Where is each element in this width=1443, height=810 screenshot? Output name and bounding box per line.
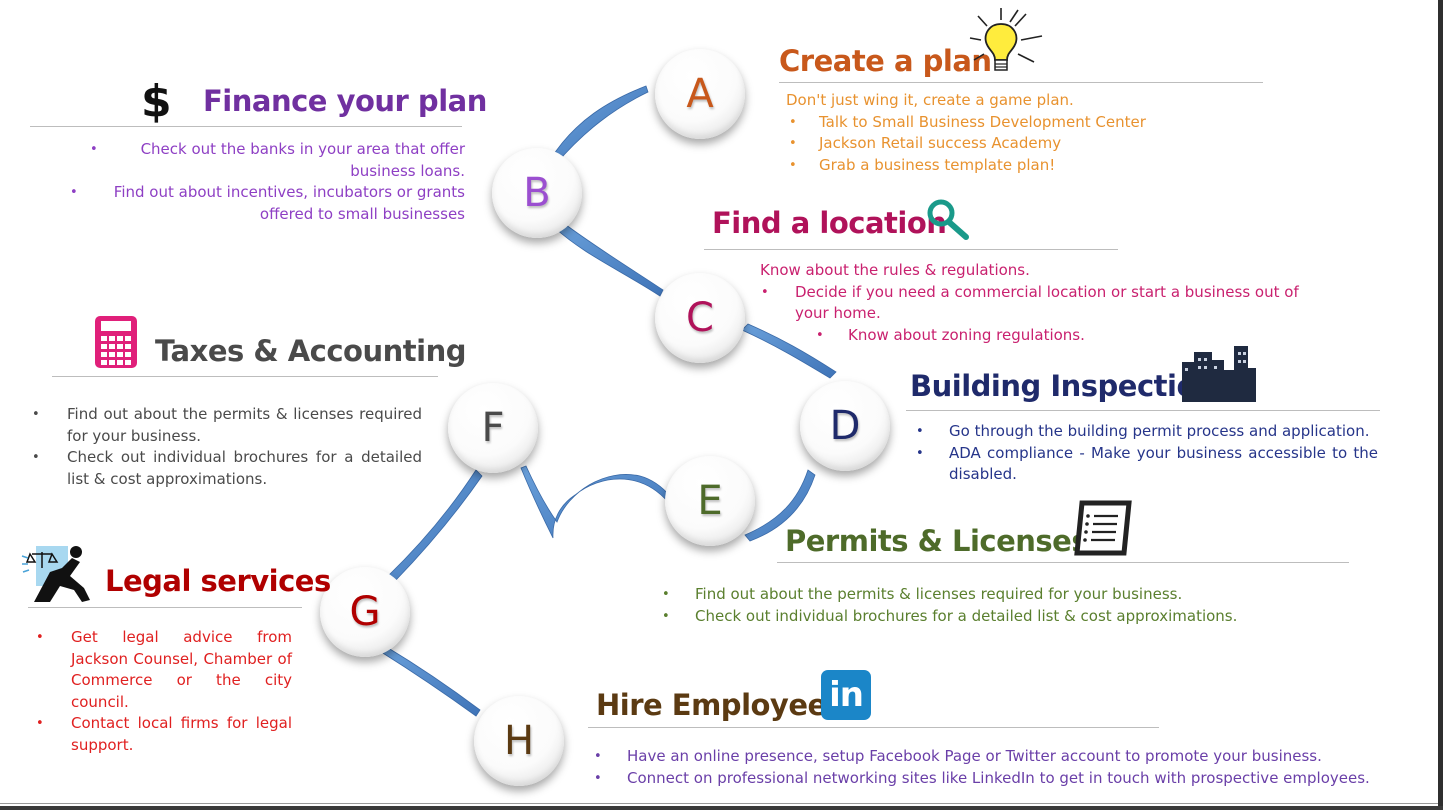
step-f-list: • Find out about the permits & licenses r…: [32, 404, 422, 490]
justice-figure-icon: [21, 546, 90, 602]
list-item: • Contact local firms for legal support.: [36, 714, 292, 754]
list-item: • Talk to Small Business Development Cent…: [789, 112, 1146, 131]
step-f-title: Taxes & Accounting: [155, 334, 466, 368]
list-item: • Check out individual brochures for a de…: [32, 448, 422, 488]
linkedin-icon: in: [821, 670, 871, 720]
step-a-divider: [779, 82, 1263, 83]
list-item: • Check out the banks in your area that o…: [90, 140, 465, 180]
step-g-circle: G: [320, 567, 410, 657]
ribbon-a-b: [549, 85, 649, 166]
ribbon-d-e: [744, 469, 816, 542]
ribbon-c-d: [741, 323, 837, 379]
step-b-list: • Check out the banks in your area that o…: [60, 139, 465, 225]
list-item: • Connect on professional networking site…: [594, 768, 1370, 787]
step-h-letter: H: [503, 718, 535, 764]
ribbon-g-h: [377, 645, 481, 717]
list-item: • Find out about incentives, incubators o…: [70, 183, 465, 223]
step-c-list: • Decide if you need a commercial locatio…: [760, 282, 1320, 347]
list-item: • Know about zoning regulations.: [816, 325, 1085, 344]
step-b-divider: [30, 126, 462, 127]
calculator-icon: [95, 316, 137, 368]
list-item: • ADA compliance - Make your business acc…: [916, 443, 1378, 484]
list-item: • Grab a business template plan!: [789, 155, 1056, 174]
step-c-circle: C: [655, 273, 745, 363]
step-h-title: Hire Employees: [596, 688, 844, 722]
dollar-sign-icon: $: [141, 76, 172, 127]
step-f-letter: F: [481, 405, 505, 451]
step-f-circle: F: [448, 383, 538, 473]
step-g-title: Legal services: [105, 564, 331, 598]
step-d-circle: D: [800, 381, 890, 471]
step-a-list: • Talk to Small Business Development Cent…: [786, 112, 1206, 177]
list-item: • Jackson Retail success Academy: [789, 134, 1062, 152]
step-c-title: Find a location: [712, 206, 947, 240]
step-d-title: Building Inspection: [910, 369, 1217, 403]
step-c-letter: C: [686, 295, 714, 341]
step-e-divider: [777, 562, 1349, 563]
right-border: [1438, 0, 1443, 810]
list-item: • Get legal advice from Jackson Counsel, …: [36, 628, 292, 711]
step-h-list: • Have an online presence, setup Facebook…: [594, 746, 1424, 789]
step-d-letter: D: [829, 403, 861, 449]
step-a-intro: Don't just wing it, create a game plan.: [786, 91, 1074, 109]
step-a-title: Create a plan: [779, 44, 992, 78]
step-b-circle: B: [492, 148, 582, 238]
step-a-letter: A: [686, 71, 714, 117]
step-b-text: • Check out the banks in your area that o…: [60, 139, 465, 225]
ribbon-e-f: [520, 465, 672, 539]
step-f-text: • Find out about the permits & licenses r…: [32, 404, 422, 490]
step-c-divider: [704, 249, 1118, 250]
list-item: • Go through the building permit process …: [916, 422, 1370, 440]
bottom-divider: [0, 803, 1438, 804]
list-item: • Have an online presence, setup Facebook…: [594, 747, 1322, 765]
ribbon-b-c: [554, 221, 664, 297]
magnifier-icon: [927, 199, 969, 240]
step-c-text: Know about the rules & regulations. • Dec…: [760, 260, 1320, 346]
list-item: • Check out individual brochures for a de…: [662, 606, 1238, 625]
step-g-list: • Get legal advice from Jackson Counsel, …: [36, 627, 292, 756]
step-e-circle: E: [665, 456, 755, 546]
step-e-text: • Find out about the permits & licenses r…: [662, 584, 1302, 627]
light-bulb-icon: [969, 8, 1043, 71]
step-b-letter: B: [523, 170, 551, 216]
step-g-divider: [28, 607, 302, 608]
step-a-circle: A: [655, 49, 745, 139]
step-f-divider: [52, 376, 438, 377]
city-buildings-icon: [1182, 346, 1256, 402]
step-h-circle: H: [474, 696, 564, 786]
step-c-intro: Know about the rules & regulations.: [760, 261, 1030, 279]
step-h-divider: [588, 727, 1159, 728]
step-g-text: • Get legal advice from Jackson Counsel, …: [36, 627, 292, 756]
step-h-text: • Have an online presence, setup Facebook…: [594, 746, 1424, 789]
step-d-text: • Go through the building permit process …: [916, 421, 1378, 486]
step-e-title: Permits & Licenses: [785, 524, 1089, 558]
step-e-list: • Find out about the permits & licenses r…: [662, 584, 1302, 627]
step-d-divider: [906, 410, 1380, 411]
list-item: • Find out about the permits & licenses r…: [32, 405, 422, 445]
step-g-letter: G: [349, 589, 381, 635]
step-a-text: Don't just wing it, create a game plan. …: [786, 90, 1206, 176]
bottom-border: [0, 806, 1443, 810]
step-e-letter: E: [697, 478, 723, 524]
list-item: • Decide if you need a commercial locatio…: [761, 282, 1299, 323]
document-icon: [1074, 500, 1132, 556]
step-d-list: • Go through the building permit process …: [916, 421, 1378, 486]
list-item: • Find out about the permits & licenses r…: [662, 585, 1183, 603]
step-b-title: Finance your plan: [203, 84, 487, 118]
